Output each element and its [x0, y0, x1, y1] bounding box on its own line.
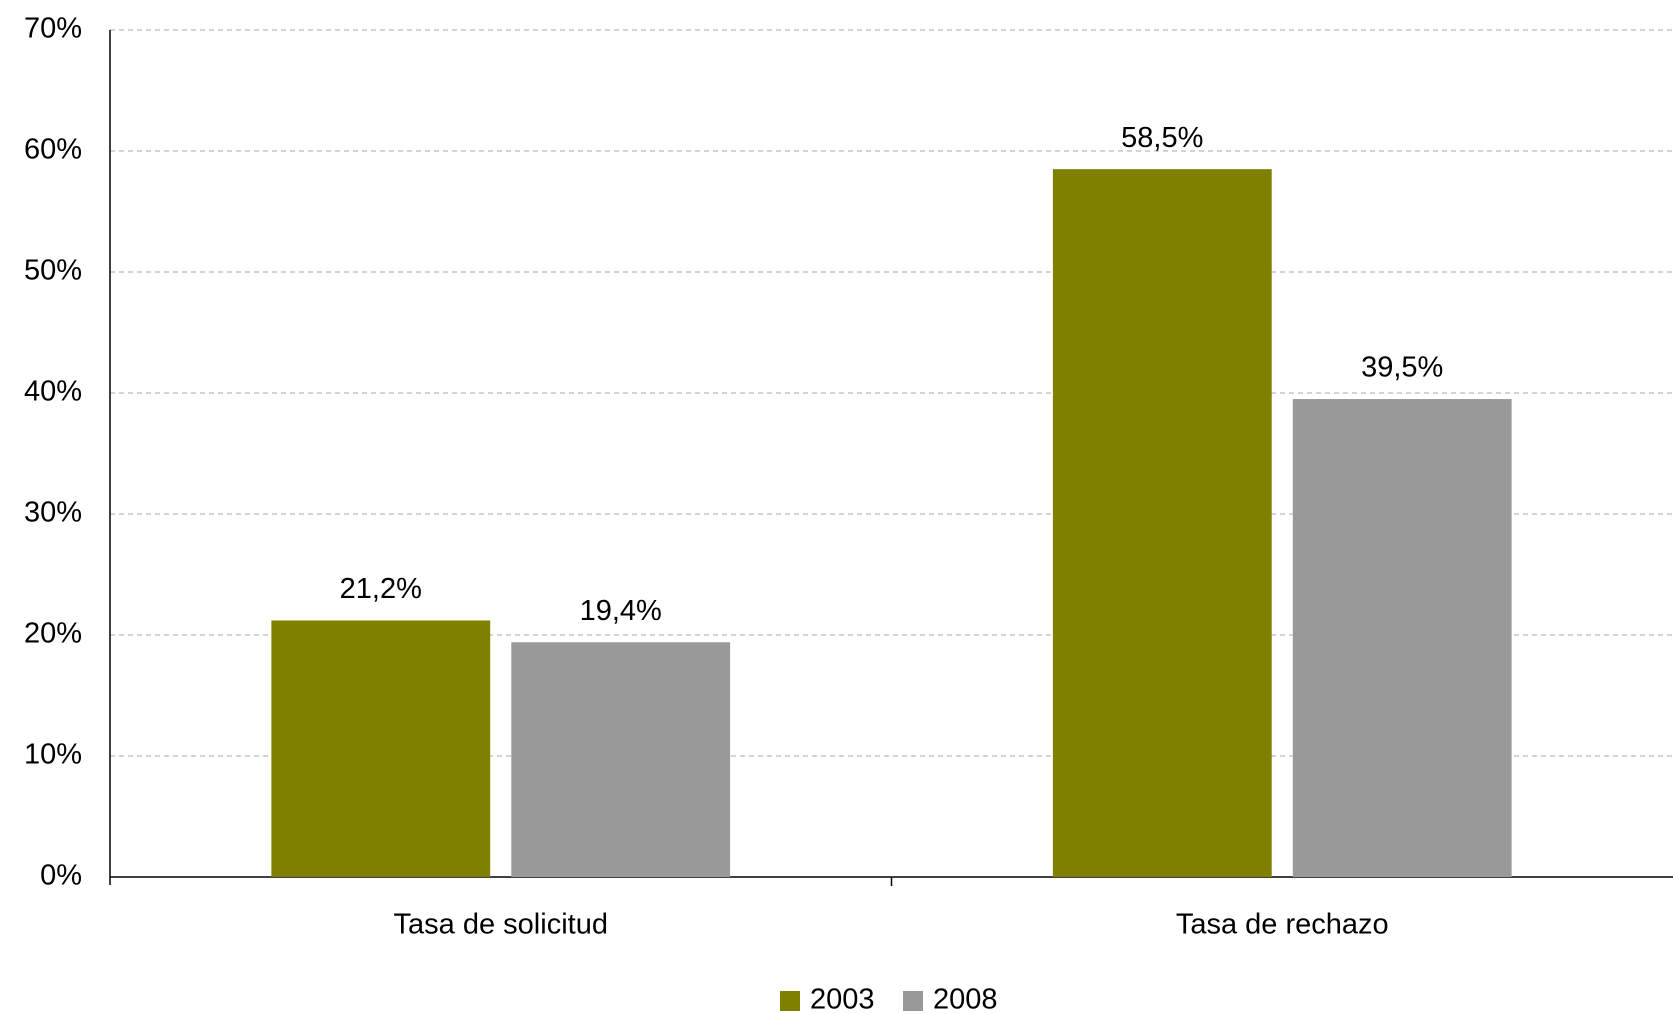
y-tick-label: 20% — [24, 618, 82, 650]
y-tick-label: 70% — [24, 13, 82, 45]
y-tick-label: 50% — [24, 255, 82, 287]
legend-label: 2008 — [933, 984, 998, 1014]
y-tick-label: 60% — [24, 134, 82, 166]
legend-swatch — [903, 991, 923, 1011]
bar — [1292, 399, 1512, 877]
bar — [1052, 169, 1272, 877]
bar — [271, 620, 491, 877]
y-tick-label: 30% — [24, 497, 82, 529]
legend-label: 2003 — [810, 984, 875, 1014]
legend-swatch — [780, 991, 800, 1011]
data-label: 39,5% — [1361, 352, 1443, 384]
y-tick-label: 10% — [24, 739, 82, 771]
y-tick-label: 0% — [40, 860, 82, 892]
data-label: 21,2% — [340, 573, 422, 605]
bar — [511, 642, 731, 877]
data-label: 58,5% — [1121, 122, 1203, 154]
x-tick-label: Tasa de solicitud — [394, 909, 608, 941]
data-label: 19,4% — [580, 595, 662, 627]
y-tick-label: 40% — [24, 376, 82, 408]
x-tick-label: Tasa de rechazo — [1176, 909, 1389, 941]
